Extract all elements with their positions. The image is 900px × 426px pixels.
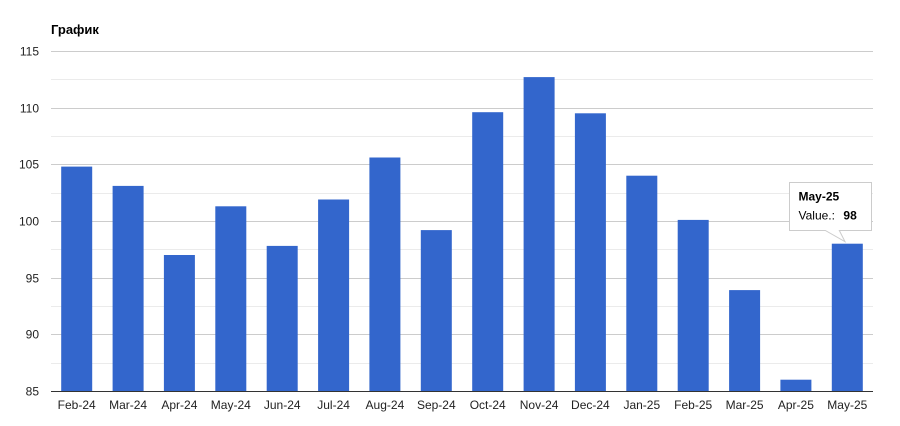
chart-title: График: [51, 22, 99, 37]
x-tick-label: Apr-25: [778, 398, 814, 412]
bar[interactable]: [420, 230, 452, 391]
tooltip-label: Value.:: [799, 209, 835, 223]
x-tick-label: Aug-24: [366, 398, 405, 412]
bar[interactable]: [61, 166, 93, 391]
x-tick-label: Sep-24: [417, 398, 456, 412]
x-tick-label: Jul-24: [317, 398, 350, 412]
x-tick-label: Nov-24: [520, 398, 559, 412]
y-tick-label: 95: [26, 272, 40, 286]
bar[interactable]: [677, 219, 709, 391]
x-tick-label: Dec-24: [571, 398, 610, 412]
y-tick-label: 110: [20, 102, 39, 116]
tooltip-value: 98: [843, 209, 857, 223]
x-tick-label: Oct-24: [470, 398, 506, 412]
y-tick-label: 90: [26, 328, 40, 342]
y-tick-label: 105: [19, 158, 39, 172]
tooltip-box: [789, 182, 872, 243]
bar[interactable]: [831, 243, 863, 391]
bar[interactable]: [163, 255, 195, 391]
bar[interactable]: [112, 185, 144, 391]
bar[interactable]: [215, 206, 247, 391]
x-tick-label: Mar-25: [726, 398, 764, 412]
bar[interactable]: [369, 157, 401, 392]
bar[interactable]: [574, 113, 606, 392]
bar[interactable]: [780, 379, 812, 391]
tooltip-body: Value.: 98: [799, 207, 858, 224]
bar[interactable]: [472, 112, 504, 391]
bar[interactable]: [729, 290, 761, 391]
tooltip: May-25 Value.: 98: [789, 182, 872, 243]
grid-lines: [51, 51, 873, 392]
x-tick-label: May-24: [211, 398, 251, 412]
x-tick-label: Feb-25: [674, 398, 712, 412]
bar[interactable]: [523, 77, 555, 391]
x-axis-ticks: Feb-24 Mar-24 Apr-24 May-24 Jun-24 Jul-24 Aug-…: [58, 398, 868, 412]
x-tick-label: Jun-24: [264, 398, 301, 412]
x-tick-label: Feb-24: [58, 398, 96, 412]
x-tick-label: Mar-24: [109, 398, 147, 412]
x-tick-label: Apr-24: [161, 398, 197, 412]
bar[interactable]: [266, 245, 298, 391]
y-tick-label: 100: [19, 215, 39, 229]
y-axis-ticks: 85 90 95 100 105 110 115: [19, 45, 39, 399]
x-tick-label: Jan-25: [623, 398, 660, 412]
bar[interactable]: [626, 175, 658, 391]
bars: [61, 77, 863, 392]
y-tick-label: 115: [20, 45, 39, 59]
tooltip-title: May-25: [799, 190, 840, 204]
y-tick-label: 85: [26, 385, 40, 399]
bar[interactable]: [318, 199, 350, 392]
x-tick-label: May-25: [827, 398, 867, 412]
